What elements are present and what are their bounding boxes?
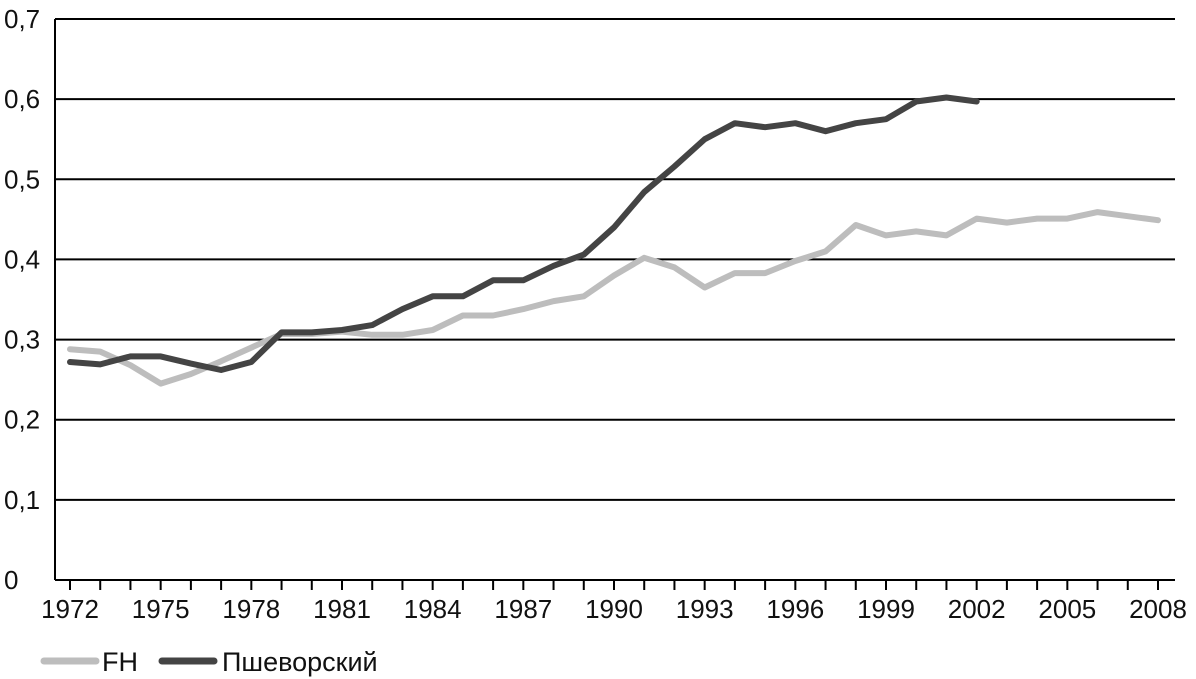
legend-label-przeworski: Пшеворский <box>222 647 378 677</box>
x-tick-label: 2008 <box>1129 594 1187 624</box>
x-tick-label: 2002 <box>948 594 1006 624</box>
y-tick-label: 0,1 <box>4 485 40 515</box>
gridlines <box>55 18 1175 501</box>
legend: FH Пшеворский <box>40 647 378 677</box>
x-tick-label: 1984 <box>404 594 462 624</box>
series-line-fh <box>67 209 1161 387</box>
y-tick-label: 0,5 <box>4 164 40 194</box>
x-tick-label: 1999 <box>857 594 915 624</box>
x-tick-label: 1990 <box>585 594 643 624</box>
y-tick-label: 0,6 <box>4 84 40 114</box>
x-tick-label: 1987 <box>494 594 552 624</box>
axes <box>54 19 1175 590</box>
y-tick-label: 0,2 <box>4 405 40 435</box>
legend-label-fh: FH <box>102 647 138 677</box>
series-lines <box>67 94 1161 387</box>
x-tick-label: 1981 <box>313 594 371 624</box>
x-tick-label: 1975 <box>132 594 190 624</box>
y-tick-label: 0,3 <box>4 325 40 355</box>
y-tick-label: 0,7 <box>4 4 40 34</box>
series-line-przeworski <box>67 94 980 373</box>
x-tick-label: 1978 <box>222 594 280 624</box>
x-tick-label: 1996 <box>766 594 824 624</box>
x-tick-label: 1993 <box>676 594 734 624</box>
x-tick-labels: 1972 1975 1978 1981 1984 1987 1990 1993 1996 1999… <box>41 594 1187 624</box>
x-tick-label: 2005 <box>1038 594 1096 624</box>
y-tick-label: 0 <box>4 565 18 595</box>
y-tick-labels: 0 0,1 0,2 0,3 0,4 0,5 0,6 0,7 <box>4 4 40 595</box>
y-tick-label: 0,4 <box>4 244 40 274</box>
x-tick-label: 1972 <box>41 594 99 624</box>
